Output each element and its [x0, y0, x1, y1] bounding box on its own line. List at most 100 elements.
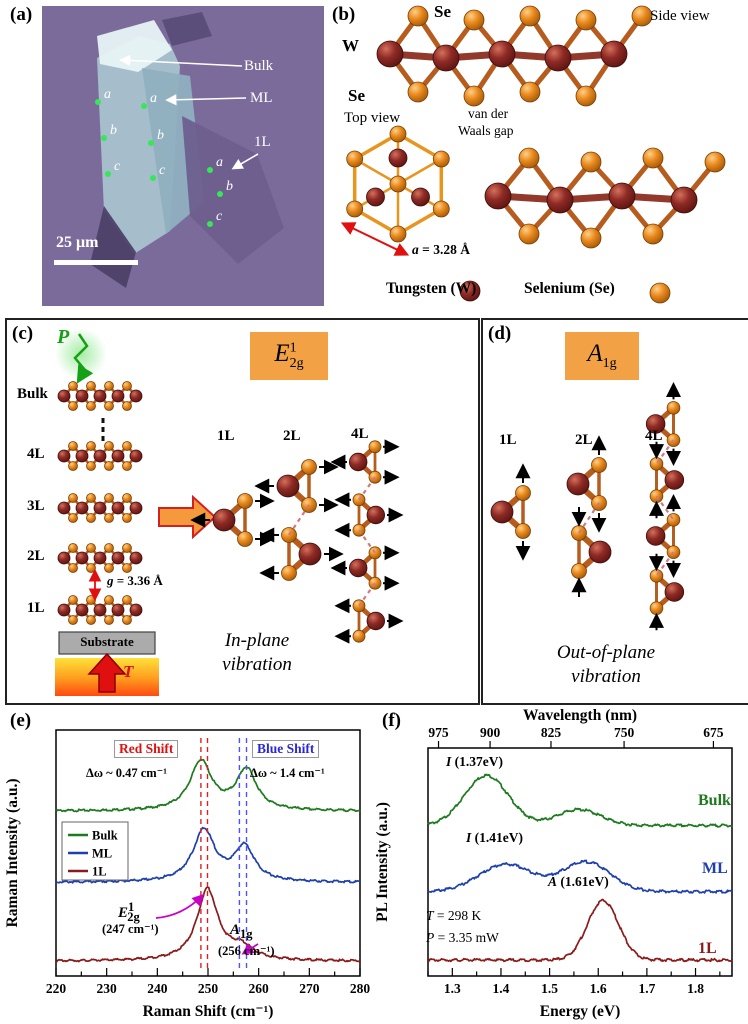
diagram-label-2l: 2L — [575, 432, 593, 448]
svg-text:220: 220 — [46, 981, 67, 996]
svg-text:975: 975 — [428, 725, 449, 740]
svg-text:270: 270 — [299, 981, 320, 996]
mode-block-arrow — [158, 494, 217, 540]
curve-label-ml: ML — [702, 860, 728, 877]
flake-label-bulk: Bulk — [244, 58, 274, 74]
top-view-label: Top view — [344, 110, 401, 126]
curve-ML — [427, 859, 733, 894]
svg-text:260: 260 — [249, 981, 270, 996]
stack-label-1l: 1L — [27, 600, 45, 616]
in-plane-vibration-drawing — [55, 328, 404, 696]
out-of-plane-vibration-drawing — [490, 382, 685, 631]
curve-1L — [55, 886, 361, 963]
substrate-label: Substrate — [80, 634, 134, 649]
lattice-constant-arrow — [340, 222, 410, 256]
curve-1L — [427, 898, 733, 963]
legend-selenium-label: Selenium (Se) — [524, 280, 615, 297]
svg-text:675: 675 — [703, 725, 724, 740]
lattice-constant-label: a = 3.28 Å — [412, 242, 470, 257]
interlayer-gap-label: g = 3.36 Å — [107, 573, 163, 588]
svg-text:a: a — [104, 87, 111, 102]
atom-label-se-bottom: Se — [348, 86, 365, 105]
vibration-diagram-4l — [330, 439, 404, 644]
diagram-label-4l: 4L — [351, 426, 369, 442]
panel-e-raman-chart: (e) 220 230 240 250 260 270 280 Bulk ML 1L Raman S… — [2, 706, 370, 1022]
peak-label-e2g: E12g — [118, 900, 140, 924]
stack-label-4l: 4L — [27, 446, 45, 462]
svg-text:c: c — [216, 209, 223, 224]
mode-box-a1g: A1g — [565, 332, 639, 380]
caption-in-plane-1: In-plane — [224, 630, 290, 651]
svg-text:PL Intensity (a.u.): PL Intensity (a.u.) — [374, 802, 391, 922]
side-view-layer — [376, 5, 653, 107]
panel-e-tag: (e) — [10, 710, 32, 731]
crystal-structure-drawing — [340, 5, 726, 304]
svg-text:a: a — [216, 155, 223, 170]
svg-text:1.3: 1.3 — [444, 981, 461, 996]
panel-d-tag: (d) — [488, 323, 512, 344]
mode-label-e2g: E12g — [274, 340, 304, 371]
curve-label-bulk: Bulk — [698, 792, 731, 809]
blue-shift-delta: Δω ~ 1.4 cm⁻¹ — [250, 766, 325, 780]
mode-box-e2g: E12g — [250, 332, 328, 380]
diagram-label-4l: 4L — [645, 428, 663, 444]
vibration-diagram-4l — [645, 382, 685, 631]
svg-text:750: 750 — [614, 725, 635, 740]
blue-shift-label: Blue Shift — [252, 740, 320, 758]
vdw-gap-label-2: Waals gap — [458, 123, 514, 138]
panel-d-out-of-plane-mode: (d) A1g 1L 2L 4L Out-of-plane vibration — [481, 318, 748, 705]
peak-value-e2g: (247 cm⁻¹) — [102, 922, 159, 936]
diagram-label-1l: 1L — [499, 432, 517, 448]
curve-label-1l: 1L — [698, 940, 717, 957]
svg-text:280: 280 — [350, 981, 370, 996]
panel-f-pl-chart: (f) 1.3 1.4 1.5 1.6 1.7 1.8 975 900 825 750 675 Wav… — [372, 706, 746, 1022]
svg-text:c: c — [159, 163, 166, 178]
diagram-label-1l: 1L — [217, 428, 235, 444]
condition-temperature: T = 298 K — [426, 908, 482, 923]
peak-label-a1g: A1g — [230, 922, 253, 941]
pump-glow — [55, 328, 107, 380]
svg-text:1.5: 1.5 — [541, 981, 558, 996]
heat-arrow — [87, 652, 127, 693]
flake-label-1l: 1L — [254, 134, 271, 150]
svg-text:1.6: 1.6 — [590, 981, 607, 996]
stack-label-bulk: Bulk — [17, 386, 48, 402]
stack-label-2l: 2L — [27, 548, 45, 564]
panel-a-tag: (a) — [10, 4, 33, 25]
vibration-diagram-2l — [254, 459, 344, 581]
svg-text:1.4: 1.4 — [493, 981, 510, 996]
scale-bar-label: 25 μm — [56, 234, 99, 251]
top-view-hexagon — [346, 125, 450, 243]
svg-text:240: 240 — [147, 981, 168, 996]
panel-c-in-plane-mode: (c) P E12g Bulk 4L 3L 2L 1L g = 3.36 Å S… — [5, 318, 480, 705]
panel-b-tag: (b) — [332, 4, 356, 25]
a1g-pointer-arrow — [241, 943, 259, 955]
svg-text:a: a — [150, 91, 157, 106]
svg-text:b: b — [110, 123, 117, 138]
caption-in-plane-2: vibration — [222, 654, 292, 675]
svg-text:b: b — [226, 179, 233, 194]
red-shift-label: Red Shift — [114, 740, 179, 758]
svg-text:Raman Shift (cm⁻¹): Raman Shift (cm⁻¹) — [143, 1003, 274, 1020]
legend-tungsten-label: Tungsten (W) — [386, 280, 477, 297]
svg-text:c: c — [114, 159, 121, 174]
svg-text:825: 825 — [541, 725, 562, 740]
vibration-diagram-1l — [190, 493, 275, 547]
svg-text:Energy (eV): Energy (eV) — [540, 1003, 621, 1020]
pump-label: P — [57, 326, 70, 348]
raman-spectra-plot: 220 230 240 250 260 270 280 Bulk ML 1L Raman Shift… — [4, 729, 370, 1020]
mode-label-a1g: A1g — [587, 340, 617, 371]
svg-text:1L: 1L — [92, 865, 107, 879]
atom-label-w: W — [342, 36, 359, 55]
svg-text:250: 250 — [198, 981, 219, 996]
peak-value-a1g: (256 cm⁻¹) — [218, 944, 275, 958]
diagram-label-2l: 2L — [283, 428, 301, 444]
temperature-label: T — [123, 662, 134, 681]
svg-text:Wavelength (nm): Wavelength (nm) — [523, 707, 637, 724]
panel-b-crystal-structure: (b) Se W Se Side view Top view van der W… — [328, 2, 746, 310]
svg-text:1.8: 1.8 — [687, 981, 704, 996]
panel-c-tag: (c) — [12, 323, 34, 344]
